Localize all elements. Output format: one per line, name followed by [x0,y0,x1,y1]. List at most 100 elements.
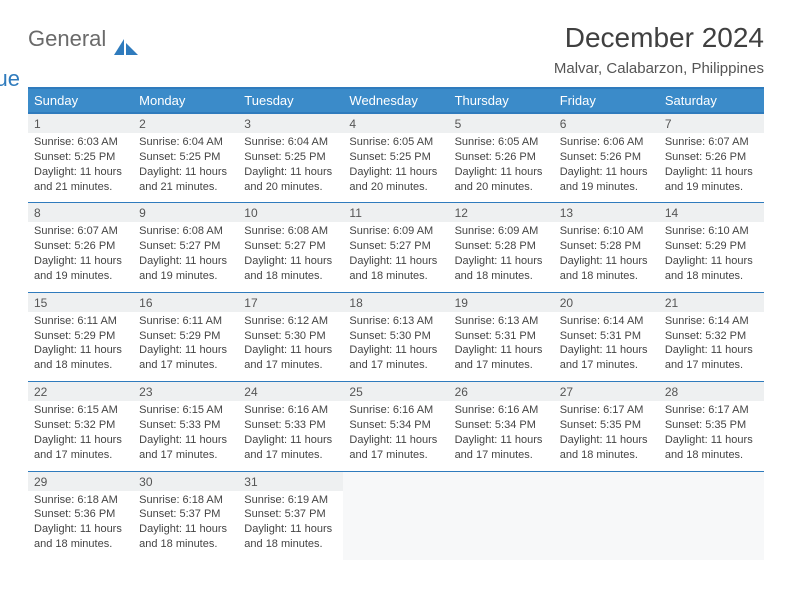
daylight-text-1: Daylight: 11 hours [349,254,442,269]
sunrise-text: Sunrise: 6:17 AM [665,403,758,418]
sunrise-text: Sunrise: 6:10 AM [560,224,653,239]
sunrise-text: Sunrise: 6:14 AM [560,314,653,329]
daylight-text-1: Daylight: 11 hours [139,522,232,537]
day-detail-cell: Sunrise: 6:16 AMSunset: 5:34 PMDaylight:… [343,401,448,471]
daylight-text-2: and 18 minutes. [665,269,758,284]
day-detail-cell: Sunrise: 6:14 AMSunset: 5:31 PMDaylight:… [554,312,659,382]
day-number-cell: 3 [238,113,343,133]
sail-icon [112,37,140,64]
day-header: Tuesday [238,88,343,113]
day-detail-cell: Sunrise: 6:11 AMSunset: 5:29 PMDaylight:… [133,312,238,382]
daylight-text-2: and 19 minutes. [560,180,653,195]
day-number-cell [449,471,554,491]
daylight-text-2: and 17 minutes. [349,448,442,463]
day-number-cell: 27 [554,382,659,402]
sunset-text: Sunset: 5:26 PM [455,150,548,165]
sunrise-text: Sunrise: 6:18 AM [34,493,127,508]
sunset-text: Sunset: 5:28 PM [455,239,548,254]
sunrise-text: Sunrise: 6:07 AM [34,224,127,239]
day-detail-cell: Sunrise: 6:17 AMSunset: 5:35 PMDaylight:… [659,401,764,471]
calendar-head: SundayMondayTuesdayWednesdayThursdayFrid… [28,88,764,113]
sunset-text: Sunset: 5:31 PM [455,329,548,344]
sunset-text: Sunset: 5:32 PM [34,418,127,433]
brand-logo: General Blue [28,22,140,72]
week-detail-row: Sunrise: 6:03 AMSunset: 5:25 PMDaylight:… [28,133,764,203]
day-number-cell: 16 [133,292,238,312]
day-header-row: SundayMondayTuesdayWednesdayThursdayFrid… [28,88,764,113]
daylight-text-2: and 17 minutes. [139,358,232,373]
daylight-text-2: and 18 minutes. [560,448,653,463]
title-block: December 2024 Malvar, Calabarzon, Philip… [554,22,764,77]
daylight-text-1: Daylight: 11 hours [560,254,653,269]
sunset-text: Sunset: 5:33 PM [244,418,337,433]
daylight-text-2: and 20 minutes. [244,180,337,195]
daylight-text-1: Daylight: 11 hours [34,522,127,537]
sunset-text: Sunset: 5:25 PM [139,150,232,165]
daylight-text-2: and 19 minutes. [139,269,232,284]
day-detail-cell: Sunrise: 6:03 AMSunset: 5:25 PMDaylight:… [28,133,133,203]
day-detail-cell: Sunrise: 6:05 AMSunset: 5:26 PMDaylight:… [449,133,554,203]
sunset-text: Sunset: 5:27 PM [349,239,442,254]
location-subtitle: Malvar, Calabarzon, Philippines [554,60,764,77]
daylight-text-2: and 19 minutes. [34,269,127,284]
sunset-text: Sunset: 5:28 PM [560,239,653,254]
daylight-text-1: Daylight: 11 hours [34,343,127,358]
sunrise-text: Sunrise: 6:07 AM [665,135,758,150]
day-header: Wednesday [343,88,448,113]
sunset-text: Sunset: 5:32 PM [665,329,758,344]
sunset-text: Sunset: 5:36 PM [34,507,127,522]
sunset-text: Sunset: 5:31 PM [560,329,653,344]
daylight-text-2: and 19 minutes. [665,180,758,195]
sunset-text: Sunset: 5:26 PM [560,150,653,165]
sunrise-text: Sunrise: 6:16 AM [244,403,337,418]
day-detail-cell: Sunrise: 6:11 AMSunset: 5:29 PMDaylight:… [28,312,133,382]
day-number-cell: 2 [133,113,238,133]
day-detail-cell: Sunrise: 6:18 AMSunset: 5:37 PMDaylight:… [133,491,238,560]
sunrise-text: Sunrise: 6:16 AM [455,403,548,418]
day-number-cell: 5 [449,113,554,133]
week-detail-row: Sunrise: 6:07 AMSunset: 5:26 PMDaylight:… [28,222,764,292]
calendar-table: SundayMondayTuesdayWednesdayThursdayFrid… [28,87,764,560]
sunrise-text: Sunrise: 6:08 AM [139,224,232,239]
day-number-cell [343,471,448,491]
daylight-text-1: Daylight: 11 hours [139,343,232,358]
day-number-cell: 14 [659,203,764,223]
day-number-cell: 21 [659,292,764,312]
day-number-cell: 29 [28,471,133,491]
sunset-text: Sunset: 5:37 PM [139,507,232,522]
daylight-text-1: Daylight: 11 hours [560,165,653,180]
day-header: Monday [133,88,238,113]
daylight-text-2: and 21 minutes. [34,180,127,195]
daylight-text-1: Daylight: 11 hours [34,433,127,448]
day-number-cell: 24 [238,382,343,402]
sunset-text: Sunset: 5:25 PM [349,150,442,165]
daylight-text-1: Daylight: 11 hours [34,165,127,180]
sunrise-text: Sunrise: 6:15 AM [34,403,127,418]
day-header: Saturday [659,88,764,113]
daylight-text-2: and 18 minutes. [244,537,337,552]
day-detail-cell: Sunrise: 6:10 AMSunset: 5:28 PMDaylight:… [554,222,659,292]
day-detail-cell: Sunrise: 6:12 AMSunset: 5:30 PMDaylight:… [238,312,343,382]
daylight-text-2: and 17 minutes. [34,448,127,463]
sunset-text: Sunset: 5:30 PM [244,329,337,344]
day-detail-cell: Sunrise: 6:05 AMSunset: 5:25 PMDaylight:… [343,133,448,203]
sunset-text: Sunset: 5:33 PM [139,418,232,433]
daylight-text-1: Daylight: 11 hours [665,433,758,448]
sunset-text: Sunset: 5:25 PM [244,150,337,165]
day-number-cell: 8 [28,203,133,223]
daylight-text-2: and 18 minutes. [560,269,653,284]
day-detail-cell: Sunrise: 6:15 AMSunset: 5:32 PMDaylight:… [28,401,133,471]
sunrise-text: Sunrise: 6:05 AM [349,135,442,150]
day-detail-cell: Sunrise: 6:06 AMSunset: 5:26 PMDaylight:… [554,133,659,203]
day-detail-cell: Sunrise: 6:17 AMSunset: 5:35 PMDaylight:… [554,401,659,471]
sunrise-text: Sunrise: 6:13 AM [349,314,442,329]
day-detail-cell: Sunrise: 6:19 AMSunset: 5:37 PMDaylight:… [238,491,343,560]
daylight-text-1: Daylight: 11 hours [349,343,442,358]
daylight-text-1: Daylight: 11 hours [139,165,232,180]
sunrise-text: Sunrise: 6:04 AM [139,135,232,150]
week-detail-row: Sunrise: 6:15 AMSunset: 5:32 PMDaylight:… [28,401,764,471]
daylight-text-1: Daylight: 11 hours [244,343,337,358]
day-number-cell: 18 [343,292,448,312]
sunset-text: Sunset: 5:26 PM [665,150,758,165]
daylight-text-2: and 18 minutes. [34,358,127,373]
